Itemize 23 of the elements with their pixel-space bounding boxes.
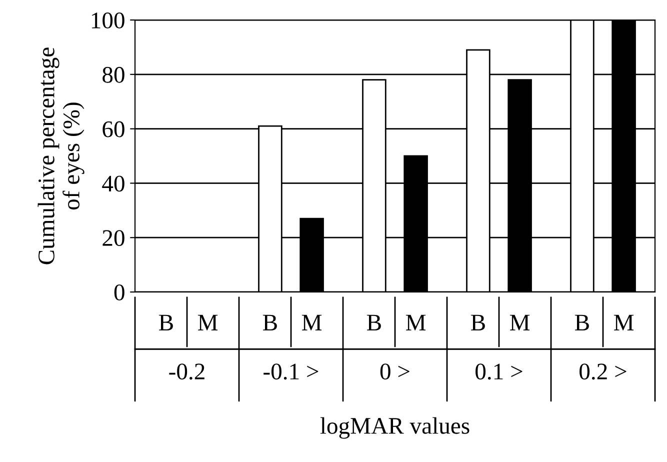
x-tick-label: -0.1 > [264,364,318,380]
y-axis-title: Cumulative percentage of eyes (%) [38,48,84,264]
x-axis-title: logMAR values [320,417,470,439]
y-tick-label: 80 [102,66,124,83]
series-label: B [263,314,277,330]
x-tick-label: 0 > [380,364,410,380]
text: M [406,314,426,330]
y-tick-label: 40 [102,176,124,192]
text: B [367,314,381,330]
x-tick-label: 0.1 > [476,364,522,380]
x-tick-label: -0.2 [169,364,204,380]
legend-label: M [302,314,322,330]
y-tick-label: 100 [92,12,124,28]
text: M [510,314,530,330]
x-tick-label: 0.2 > [580,364,626,380]
text: M [614,314,634,330]
text: B [575,314,589,330]
text: B [159,314,173,330]
text: M [198,314,218,330]
y-tick-label: 60 [102,121,124,138]
y-tick-label: 20 [102,230,124,246]
y-tick-label: 0 [114,284,124,300]
text: B [471,314,485,330]
